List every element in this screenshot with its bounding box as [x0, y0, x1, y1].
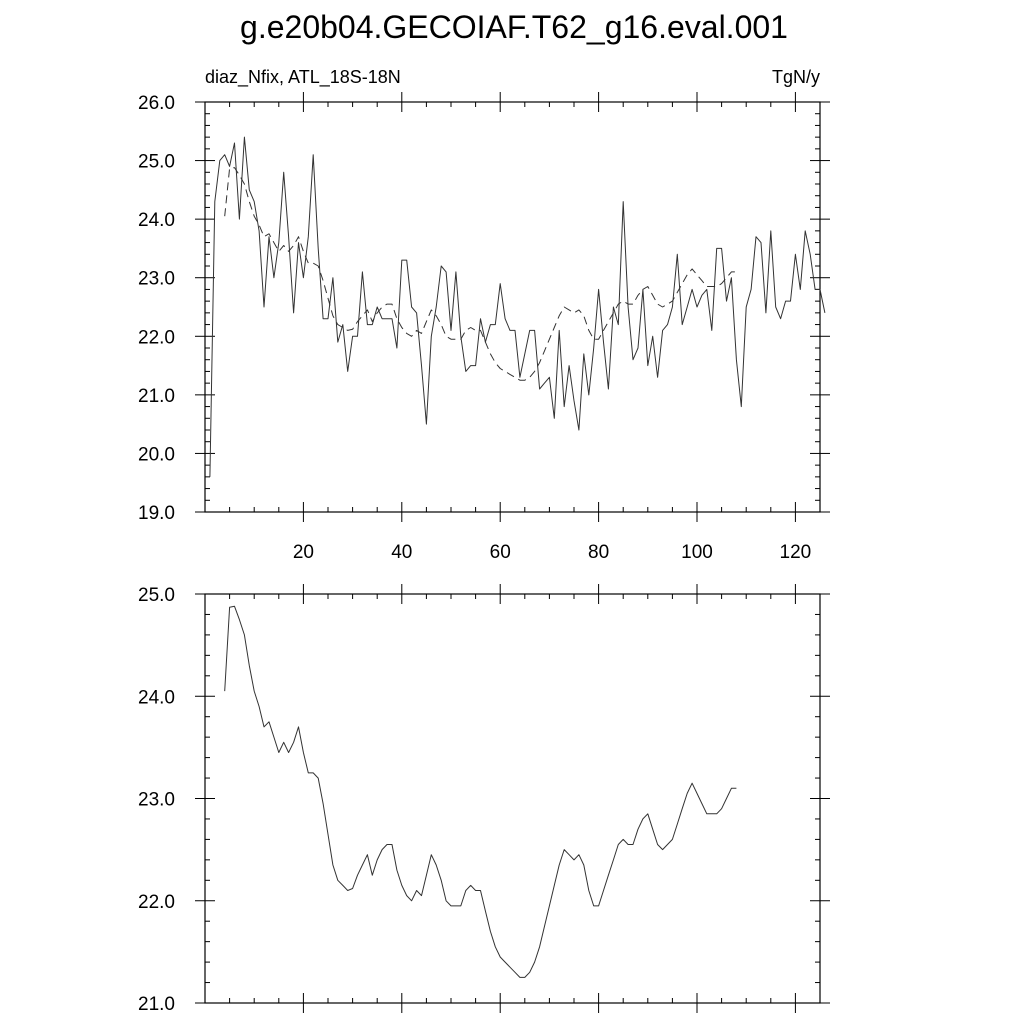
- top-panel-right-label: TgN/y: [772, 67, 820, 87]
- annual-series-line: [224, 605, 737, 978]
- x-tick-label: 40: [391, 542, 412, 563]
- x-tick-label: 120: [780, 542, 812, 563]
- bottom-panel: 21.0 22.0 23.0 24.0 25.0: [138, 584, 830, 1015]
- y-tick-label: 26.0: [138, 93, 175, 114]
- y-tick-label: 24.0: [138, 210, 175, 231]
- y-tick-label: 22.0: [138, 327, 175, 348]
- y-tick-label: 21.0: [138, 386, 175, 407]
- y-tick-label: 23.0: [138, 269, 175, 290]
- y-tick-label: 21.0: [138, 994, 175, 1015]
- plot-frame: [204, 593, 821, 1004]
- y-tick-label: 25.0: [138, 585, 175, 606]
- chart-title: g.e20b04.GECOIAF.T62_g16.eval.001: [240, 9, 788, 45]
- y-tick-label: 24.0: [138, 687, 175, 708]
- annual-series-line: [209, 136, 826, 477]
- y-tick-label: 19.0: [138, 503, 175, 524]
- x-tick-label: 80: [588, 542, 609, 563]
- y-tick-label: 20.0: [138, 444, 175, 465]
- top-panel: diaz_Nfix, ATL_18S-18N TgN/y 19.0 20.0 21.…: [138, 67, 830, 563]
- top-panel-left-label: diaz_Nfix, ATL_18S-18N: [205, 67, 401, 88]
- y-tick-label: 25.0: [138, 152, 175, 173]
- y-tick-label: 23.0: [138, 790, 175, 811]
- x-tick-label: 60: [490, 542, 511, 563]
- x-tick-label: 20: [293, 542, 314, 563]
- plot-frame: [204, 101, 821, 513]
- y-tick-label: 22.0: [138, 892, 175, 913]
- x-tick-label: 100: [681, 542, 713, 563]
- running-mean-series-line: [224, 167, 737, 381]
